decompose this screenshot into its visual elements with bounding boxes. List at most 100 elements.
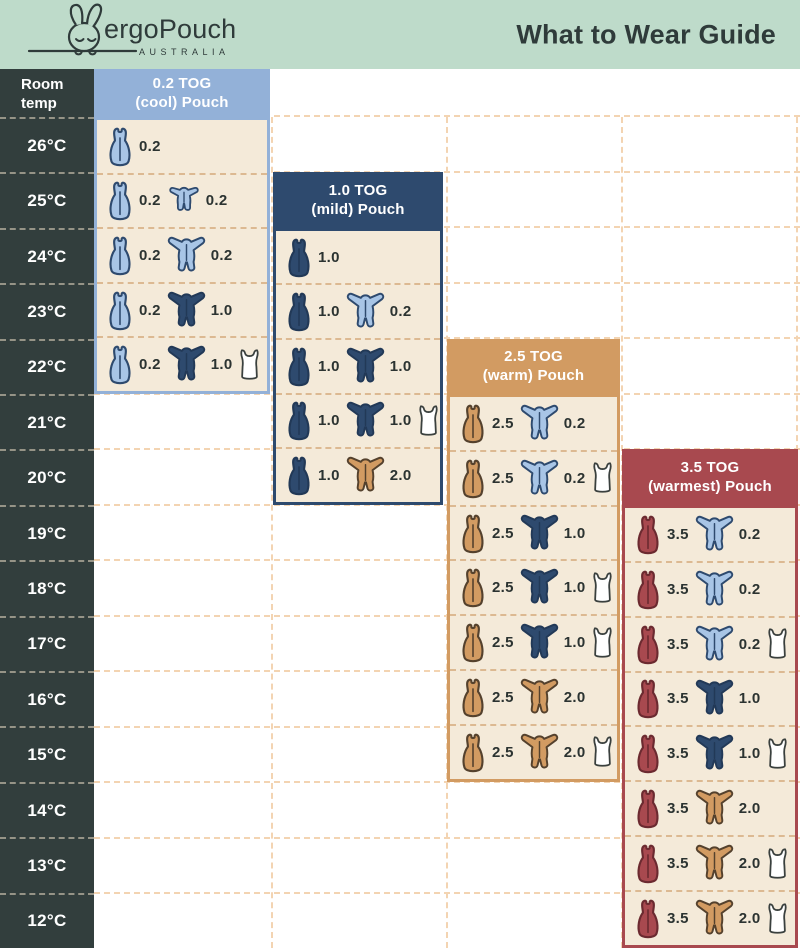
tog-value: 0.2 — [563, 414, 586, 432]
tog-value: 1.0 — [738, 745, 761, 763]
temp-cell: 15°C — [0, 726, 94, 781]
pouch-icon — [462, 459, 484, 499]
temp-column: Room temp 26°C 25°C 24°C 23°C 22°C 21°C 20°C 19… — [0, 69, 94, 948]
tog-value: 3.5 — [667, 690, 689, 708]
outfit-item: 3.5 — [632, 567, 689, 612]
tog-value: 1.0 — [318, 248, 340, 266]
outfit-item — [765, 737, 790, 771]
outfit-item: 0.2 — [104, 233, 161, 278]
onesie-icon — [695, 845, 733, 880]
tog-value: 0.2 — [139, 192, 161, 210]
panel-row-13°C: 3.5 2.0 — [625, 835, 795, 890]
onesie-icon — [695, 680, 733, 715]
outfit-item — [416, 404, 441, 438]
pouch-icon — [288, 456, 310, 496]
temp-cell: 21°C — [0, 394, 94, 449]
tog-value: 3.5 — [667, 580, 689, 598]
tog-value: 3.5 — [667, 635, 689, 653]
outfit-item: 1.0 — [693, 678, 761, 719]
outfit-item: 0.2 — [104, 342, 161, 387]
page-title: What to Wear Guide — [516, 19, 776, 49]
pouch-icon — [637, 844, 659, 884]
outfit-item: 1.0 — [283, 289, 340, 334]
outfit-item — [590, 626, 615, 660]
onesie-icon — [695, 515, 733, 551]
panel-title-line: 2.5 TOG — [504, 347, 563, 365]
outfit-item: 1.0 — [518, 567, 586, 608]
panel-body: 3.5 0.2 3.5 0.2 3.5 0.2 3.5 1.0 3.5 1.0 3.5 2.0 3.5 2… — [622, 504, 798, 948]
panel-row-18°C: 2.5 1.0 — [450, 559, 617, 614]
tog-value: 1.0 — [318, 412, 340, 430]
pouch-icon — [109, 182, 131, 221]
temp-cell: 14°C — [0, 781, 94, 837]
panel-title-line: (warmest) Pouch — [648, 478, 772, 496]
tog-value: 0.2 — [738, 525, 761, 543]
brand-logo: ergoPouch AUSTRALIA — [26, 2, 246, 66]
temp-cell: 19°C — [0, 504, 94, 560]
pouch-icon — [109, 236, 131, 276]
singlet-icon — [767, 738, 787, 769]
temp-cell: 20°C — [0, 449, 94, 504]
outfit-item: 2.5 — [457, 401, 514, 446]
temp-cell: 17°C — [0, 615, 94, 671]
pouch-icon — [288, 347, 310, 387]
panel-title-line: 1.0 TOG — [328, 181, 388, 199]
outfit-item: 2.5 — [457, 511, 514, 556]
guide-chart: Room temp 26°C 25°C 24°C 23°C 22°C 21°C 20°C 19… — [0, 69, 800, 948]
panel-body: 1.0 1.0 0.2 1.0 1.0 1.0 1.0 1.0 2.0 — [273, 227, 443, 505]
tog-value: 2.5 — [492, 579, 514, 597]
outfit-item: 1.0 — [344, 400, 412, 441]
onesie-icon — [695, 570, 733, 606]
outfit-item: 2.5 — [457, 620, 514, 665]
outfit-item: 0.2 — [693, 624, 761, 665]
singlet-icon — [418, 405, 438, 436]
brand-subtitle: AUSTRALIA — [139, 47, 230, 57]
onesie-icon — [346, 293, 384, 328]
outfit-item: 0.2 — [693, 514, 761, 555]
temp-cell: 13°C — [0, 837, 94, 892]
pouch-icon — [109, 291, 131, 330]
temp-cell: 18°C — [0, 560, 94, 615]
panel-row-21°C: 1.0 1.0 — [276, 392, 441, 448]
top-banner: ergoPouch AUSTRALIA What to Wear Guide — [0, 0, 800, 69]
onesie-icon — [167, 291, 205, 327]
onesie-icon — [167, 346, 205, 381]
tog-value: 1.0 — [563, 634, 586, 652]
panel-row-18°C: 3.5 0.2 — [625, 560, 795, 616]
panel-row-23°C: 0.2 1.0 — [97, 281, 267, 337]
onesie-icon — [346, 347, 384, 383]
panel-header: 0.2 TOG (cool) Pouch — [94, 69, 270, 117]
panel-row-17°C: 3.5 0.2 — [625, 615, 795, 671]
outfit-item — [765, 627, 790, 661]
tog-value: 3.5 — [667, 910, 689, 928]
onesie-icon — [167, 236, 205, 272]
singlet-icon — [767, 902, 787, 934]
panel-row-21°C: 2.5 0.2 — [450, 397, 617, 450]
outfit-item: 2.5 — [457, 675, 514, 720]
tog-value: 0.2 — [563, 469, 586, 487]
pouch-icon — [637, 789, 659, 829]
onesie-icon — [520, 624, 558, 659]
panel-row-14°C: 3.5 2.0 — [625, 780, 795, 835]
outfit-item: 1.0 — [283, 453, 340, 498]
pouch-icon — [637, 680, 659, 719]
onesie-icon — [695, 899, 733, 935]
outfit-item: 1.0 — [165, 344, 233, 385]
panel-row-20°C: 1.0 2.0 — [276, 447, 440, 502]
outfit-item: 3.5 — [632, 676, 689, 721]
temp-cell: 23°C — [0, 283, 94, 338]
tog-value: 3.5 — [667, 525, 689, 543]
outfit-item — [590, 461, 615, 495]
temp-cell: 26°C — [0, 117, 94, 172]
outfit-item: 2.0 — [693, 843, 761, 884]
tog-value: 3.5 — [667, 855, 689, 873]
outfit-item: 1.0 — [283, 344, 340, 389]
outfit-item: 3.5 — [632, 622, 689, 667]
outfit-item: 3.5 — [632, 731, 689, 776]
outfit-item: 0.2 — [518, 458, 586, 499]
panel-row-22°C: 0.2 1.0 — [97, 336, 267, 391]
panel-body: 2.5 0.2 2.5 0.2 2.5 1.0 2.5 1.0 2.5 1.0 2.5 2.0 2.5 2… — [447, 394, 620, 782]
tog-value: 1.0 — [318, 466, 340, 484]
outfit-item: 2.5 — [457, 730, 514, 775]
panel-0.2-tog-cool: 0.2 TOG (cool) Pouch 0.2 0.2 0.2 0.2 0.2 0.2 1.0… — [94, 69, 270, 948]
